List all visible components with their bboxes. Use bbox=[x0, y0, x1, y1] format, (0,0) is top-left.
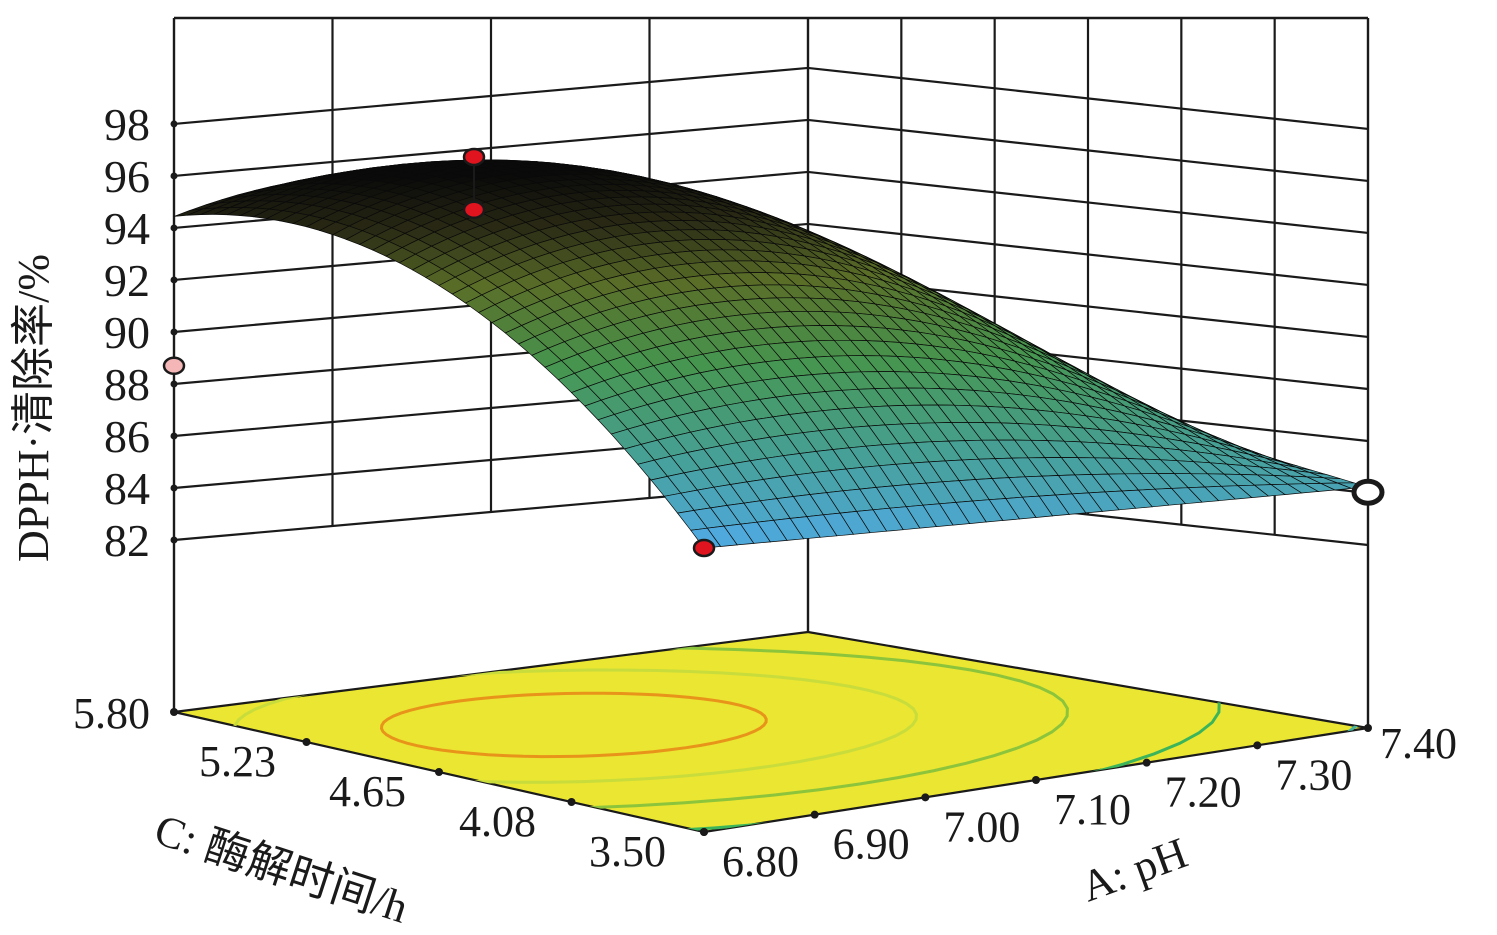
design-point bbox=[462, 200, 486, 220]
a-tick-mark bbox=[1253, 741, 1262, 750]
c-tick-mark bbox=[435, 768, 443, 776]
a-tick-label: 7.30 bbox=[1275, 750, 1352, 799]
a-tick-label: 7.20 bbox=[1165, 768, 1242, 817]
design-point bbox=[162, 356, 186, 376]
contour-line bbox=[379, 691, 768, 759]
z-tick-label: 96 bbox=[104, 151, 150, 202]
a-tick-label: 6.80 bbox=[722, 837, 799, 886]
design-point bbox=[462, 147, 486, 167]
c-tick-mark bbox=[302, 738, 311, 746]
z-tick-mark bbox=[170, 328, 178, 336]
c-axis-title: C: 酶解时间/h bbox=[149, 805, 414, 933]
design-points bbox=[162, 147, 1385, 558]
z-tick-mark bbox=[170, 172, 178, 180]
z-tick-mark bbox=[170, 120, 178, 128]
a-tick-label: 6.90 bbox=[833, 820, 910, 869]
z-tick-mark bbox=[170, 432, 178, 440]
z-tick-label: 86 bbox=[104, 411, 150, 462]
z-tick-mark bbox=[170, 276, 178, 284]
a-tick-mark bbox=[1032, 776, 1040, 784]
z-tick-label: 84 bbox=[104, 463, 150, 514]
c-tick-label: 5.80 bbox=[73, 689, 150, 738]
a-tick-label: 7.40 bbox=[1380, 719, 1457, 768]
design-point bbox=[692, 538, 716, 558]
c-tick-mark bbox=[567, 798, 576, 806]
z-axis-title: DPPH·清除率/% bbox=[9, 254, 58, 562]
z-tick-mark bbox=[170, 380, 178, 388]
z-tick-label: 98 bbox=[104, 99, 150, 150]
a-tick-label: 7.10 bbox=[1054, 785, 1131, 834]
z-tick-label: 88 bbox=[104, 359, 150, 410]
a-tick-mark bbox=[1364, 724, 1372, 732]
z-grid-line bbox=[173, 66, 1369, 131]
a-tick-mark bbox=[1142, 758, 1151, 767]
z-tick-mark bbox=[170, 536, 178, 544]
contour-line bbox=[174, 632, 1221, 832]
z-tick-label: 90 bbox=[104, 307, 150, 358]
a-tick-label: 7.00 bbox=[943, 802, 1020, 851]
a-tick-mark bbox=[921, 793, 930, 802]
z-tick-label: 92 bbox=[104, 255, 150, 306]
c-tick-label: 4.08 bbox=[459, 797, 536, 846]
design-point bbox=[1351, 478, 1385, 506]
z-tick-mark bbox=[170, 484, 178, 492]
a-axis-title: A: pH bbox=[1075, 828, 1194, 911]
c-tick-mark bbox=[170, 708, 178, 716]
z-tick-label: 82 bbox=[104, 515, 150, 566]
c-tick-label: 5.23 bbox=[199, 737, 276, 786]
c-tick-label: 3.50 bbox=[589, 827, 666, 876]
z-tick-mark bbox=[170, 224, 178, 232]
response-surface-mesh bbox=[173, 159, 1369, 549]
c-tick-label: 4.65 bbox=[329, 767, 406, 816]
z-tick-label: 94 bbox=[104, 203, 150, 254]
a-tick-mark bbox=[700, 828, 708, 836]
a-tick-mark bbox=[810, 810, 819, 819]
